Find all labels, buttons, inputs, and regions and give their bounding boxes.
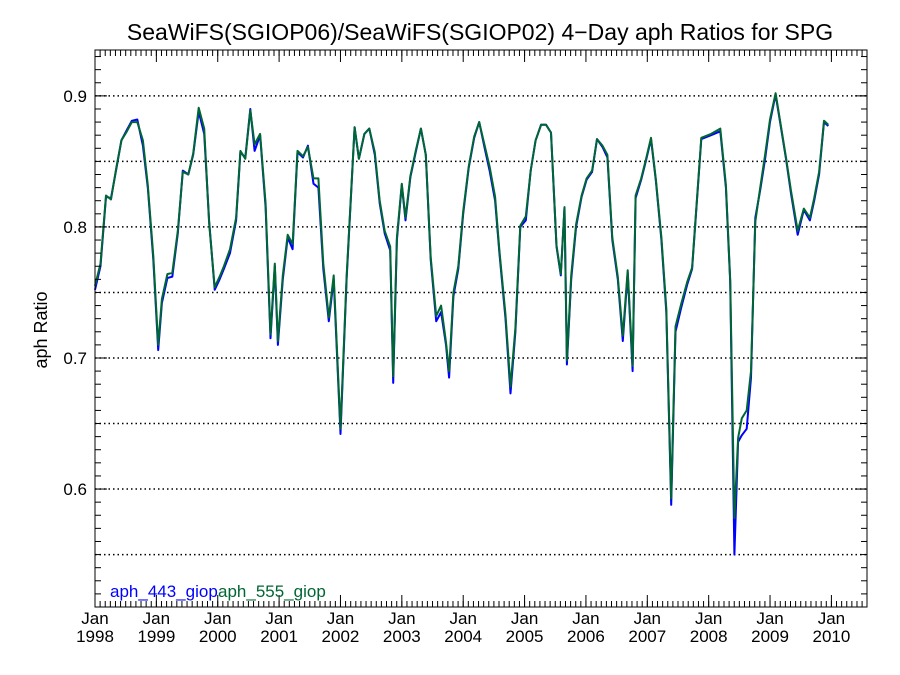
x-tick-month-label: Jan <box>265 609 292 628</box>
x-tick-year-label: 2006 <box>567 627 605 646</box>
x-tick-month-label: Jan <box>572 609 599 628</box>
x-tick-year-label: 2005 <box>506 627 544 646</box>
x-tick-month-label: Jan <box>327 609 354 628</box>
legend: aph_443_giop aph_555_giop <box>110 582 326 601</box>
x-tick-month-label: Jan <box>818 609 845 628</box>
x-tick-month-label: Jan <box>204 609 231 628</box>
legend-label-aph-555: aph_555_giop <box>218 582 326 601</box>
legend-label-aph-443: aph_443_giop <box>110 582 218 601</box>
x-tick-month-label: Jan <box>143 609 170 628</box>
y-tick-label: 0.6 <box>63 480 87 499</box>
x-tick-year-label: 1999 <box>137 627 175 646</box>
x-tick-month-label: Jan <box>695 609 722 628</box>
x-tick-month-label: Jan <box>511 609 538 628</box>
y-tick-label: 0.8 <box>63 218 87 237</box>
x-tick-year-label: 2010 <box>812 627 850 646</box>
y-tick-label: 0.7 <box>63 349 87 368</box>
y-axis-label: aph Ratio <box>31 291 51 368</box>
x-tick-year-label: 2000 <box>199 627 237 646</box>
x-tick-month-label: Jan <box>388 609 415 628</box>
plot-frame <box>94 49 868 608</box>
x-tick-year-label: 2008 <box>690 627 728 646</box>
x-tick-year-label: 2003 <box>383 627 421 646</box>
axes: 0.60.70.80.9Jan1998Jan1999Jan2000Jan2001… <box>63 49 868 646</box>
grid-lines <box>95 95 867 556</box>
x-tick-month-label: Jan <box>756 609 783 628</box>
series-line-aph_443_giop <box>94 93 829 556</box>
x-tick-year-label: 2007 <box>628 627 666 646</box>
x-tick-year-label: 2001 <box>260 627 298 646</box>
x-tick-year-label: 2004 <box>444 627 482 646</box>
chart-title: SeaWiFS(SGIOP06)/SeaWiFS(SGIOP02) 4−Day … <box>127 19 833 45</box>
x-tick-month-label: Jan <box>449 609 476 628</box>
x-tick-month-label: Jan <box>634 609 661 628</box>
x-tick-year-label: 2002 <box>322 627 360 646</box>
series-group <box>94 92 829 556</box>
x-tick-year-label: 1998 <box>76 627 114 646</box>
x-tick-month-label: Jan <box>81 609 108 628</box>
series-line-aph_555_giop <box>94 92 829 519</box>
y-tick-label: 0.9 <box>63 87 87 106</box>
x-tick-year-label: 2009 <box>751 627 789 646</box>
